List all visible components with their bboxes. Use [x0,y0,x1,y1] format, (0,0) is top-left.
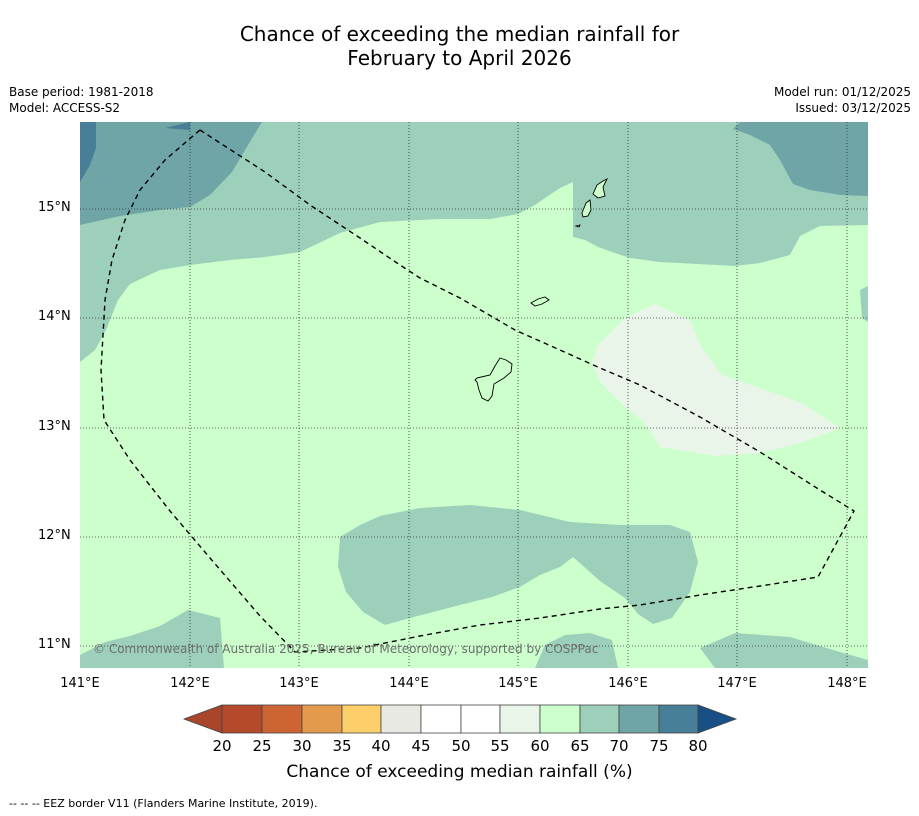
probability-region-70-75-northeast [733,122,868,196]
colorbar-swatch-55-60 [499,704,541,734]
map-title-line2: February to April 2026 [347,46,572,70]
island-tinian [581,199,592,218]
colorbar-swatch-20-25 [221,704,263,734]
x-tick-label: 143°E [279,676,319,691]
colorbar-swatch-40-45 [380,704,422,734]
island-rota [530,296,550,307]
x-tick-label: 142°E [170,676,210,691]
map-title-line1: Chance of exceeding the median rainfall … [239,22,680,46]
colorbar-swatch-45-50 [420,704,462,734]
colorbar-tick-label: 35 [332,737,352,755]
probability-region-65-70-southwest [80,610,224,668]
colorbar-swatch-70-75 [618,704,660,734]
model-text: Model: ACCESS-S2 [9,101,121,115]
model-run-text: Model run: 01/12/2025 [773,85,911,99]
colorbar-swatch-35-40 [341,704,382,734]
island-guam [474,357,513,402]
y-tick-label: 11°N [38,637,71,652]
probability-region-65-70-north [80,122,868,362]
x-tick-label: 141°E [60,676,100,691]
probability-region-65-70-south [338,505,698,625]
map-title: Chance of exceeding the median rainfall … [0,22,919,70]
base-period-text: Base period: 1981-2018 [9,85,154,99]
y-tick-label: 13°N [38,419,71,434]
y-tick-label: 15°N [38,200,71,215]
colorbar-tick-label: 25 [252,737,272,755]
x-tick-label: 145°E [498,676,538,691]
map-plot-area [80,122,868,668]
probability-region-75-80-spot [165,122,190,130]
colorbar-tick-label: 30 [292,737,312,755]
island-saipan [592,177,609,199]
colorbar [182,704,738,734]
colorbar-tick-label: 20 [212,737,232,755]
gridlines [80,122,868,668]
meta-right: Model run: 01/12/2025 Issued: 03/12/2025 [774,84,911,116]
colorbar-tick-label: 40 [371,737,391,755]
copyright-notice: © Commonwealth of Australia 2025, Bureau… [93,642,599,656]
colorbar-low-arrow [182,704,223,734]
colorbar-swatch-75-80 [658,704,699,734]
probability-region-70-75-northwest [80,122,262,225]
island-aguijan [574,224,581,228]
issued-text: Issued: 03/12/2025 [795,101,911,115]
x-tick-label: 146°E [608,676,648,691]
colorbar-swatch-65-70 [579,704,620,734]
colorbar-tick-label: 70 [609,737,629,755]
colorbar-high-arrow [697,704,738,734]
islands [474,177,609,402]
probability-region-65-70-south-middle [535,633,618,668]
probability-region-75-80-northwest [80,122,96,182]
colorbar-swatch-25-30 [261,704,303,734]
eez-footnote: -- -- -- EEZ border V11 (Flanders Marine… [9,797,318,810]
colorbar-swatch-60-65 [539,704,581,734]
x-tick-label: 144°E [389,676,429,691]
meta-left: Base period: 1981-2018 Model: ACCESS-S2 [9,84,154,116]
colorbar-tick-label: 55 [490,737,510,755]
colorbar-tick-label: 50 [451,737,471,755]
colorbar-swatch-50-55 [460,704,501,734]
x-tick-label: 147°E [717,676,757,691]
y-tick-label: 14°N [38,309,71,324]
x-tick-label: 148°E [827,676,867,691]
colorbar-tick-label: 60 [530,737,550,755]
colorbar-tick-label: 80 [688,737,708,755]
probability-region-65-70-southeast [700,633,868,668]
y-tick-label: 12°N [38,528,71,543]
colorbar-title: Chance of exceeding median rainfall (%) [286,762,633,782]
probability-region-65-70-east [860,286,868,322]
colorbar-tick-label: 65 [570,737,590,755]
colorbar-tick-label: 75 [649,737,669,755]
probability-region-55-60 [592,304,840,456]
eez-border [100,129,855,653]
colorbar-tick-label: 45 [411,737,431,755]
colorbar-swatch-30-35 [301,704,343,734]
